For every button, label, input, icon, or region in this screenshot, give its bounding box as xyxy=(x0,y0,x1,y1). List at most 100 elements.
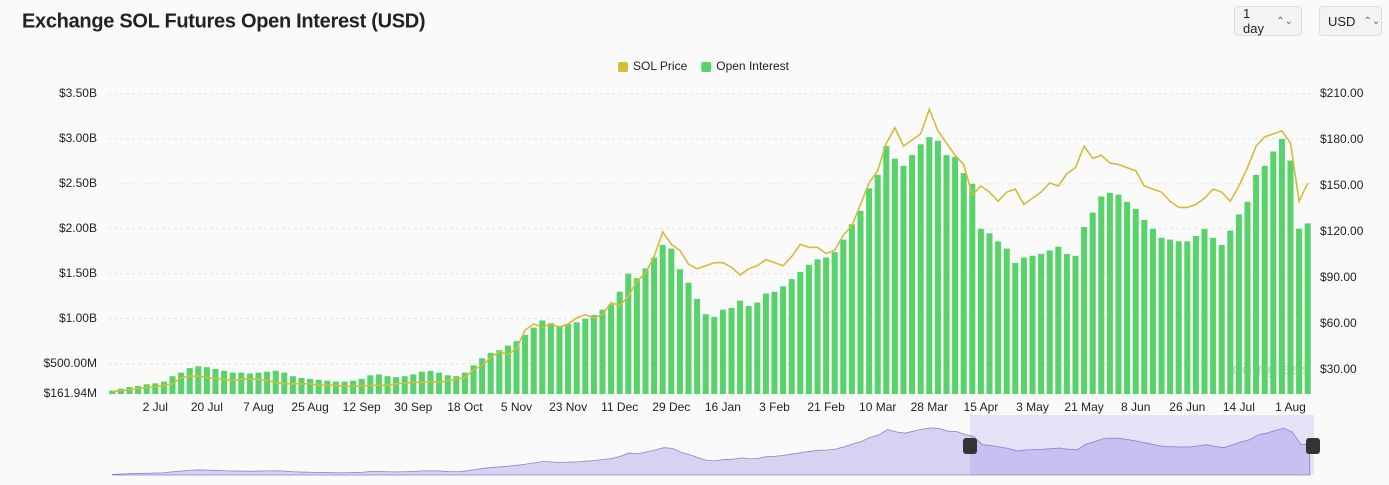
bar xyxy=(1287,160,1294,394)
bar xyxy=(737,300,744,394)
bar xyxy=(1072,255,1079,394)
bar xyxy=(143,384,150,394)
y-tick-label: $2.00B xyxy=(59,221,97,235)
bar xyxy=(831,252,838,394)
y-tick-label: $1.50B xyxy=(59,266,97,280)
bar xyxy=(1149,228,1156,394)
x-tick-label: 2 Jul xyxy=(143,400,168,414)
interval-value: 1 day xyxy=(1243,6,1264,36)
currency-select[interactable]: USD ⌃⌄ xyxy=(1319,6,1382,36)
bar xyxy=(496,350,503,394)
x-tick-label: 1 Aug xyxy=(1275,400,1306,414)
y2-tick-label: $150.00 xyxy=(1320,178,1364,192)
x-tick-label: 16 Jan xyxy=(705,400,741,414)
bar xyxy=(135,386,142,394)
navigator-selection[interactable] xyxy=(970,415,1314,475)
chevron: ⌃⌄ xyxy=(1276,15,1293,27)
chart-title: Exchange SOL Futures Open Interest (USD) xyxy=(22,10,425,32)
x-tick-label: 18 Oct xyxy=(447,400,483,414)
bar xyxy=(160,381,167,394)
bar xyxy=(857,210,864,394)
bar xyxy=(324,380,331,394)
bar xyxy=(977,228,984,394)
bar xyxy=(874,174,881,394)
bar xyxy=(1218,244,1225,394)
bar xyxy=(307,378,314,394)
bar xyxy=(461,372,468,394)
bar xyxy=(762,293,769,394)
y-tick-label: $2.50B xyxy=(59,176,97,190)
bar xyxy=(504,345,511,394)
x-tick-label: 10 Mar xyxy=(859,400,896,414)
x-tick-label: 20 Jul xyxy=(191,400,223,414)
x-tick-label: 14 Jul xyxy=(1223,400,1255,414)
bar xyxy=(547,323,554,394)
legend-swatch xyxy=(618,62,628,72)
bar xyxy=(1106,192,1113,394)
bar xyxy=(341,381,348,394)
bar xyxy=(848,224,855,394)
legend-label: SOL Price xyxy=(633,59,688,73)
y2-tick-label: $90.00 xyxy=(1320,270,1357,284)
navigator xyxy=(111,427,1311,476)
bar xyxy=(1184,241,1191,394)
bar xyxy=(986,233,993,394)
bar xyxy=(556,325,563,394)
bar xyxy=(1115,194,1122,394)
bar xyxy=(1098,196,1105,394)
bar xyxy=(479,358,486,394)
bar xyxy=(264,371,271,394)
y-tick-label: $500.00M xyxy=(44,356,97,370)
x-tick-label: 23 Nov xyxy=(549,400,587,414)
bar xyxy=(1235,214,1242,394)
bar xyxy=(952,156,959,394)
navigator-area xyxy=(111,427,1311,476)
navigator-handle[interactable] xyxy=(963,438,977,454)
bar xyxy=(255,372,262,394)
bar xyxy=(1296,228,1303,394)
y-tick-label: $3.50B xyxy=(59,86,97,100)
y-tick-label: $3.00B xyxy=(59,131,97,145)
price-line xyxy=(112,107,1309,393)
bar xyxy=(1055,246,1062,394)
bar xyxy=(995,241,1002,394)
bar xyxy=(1038,253,1045,394)
bar xyxy=(186,368,193,394)
x-tick-label: 30 Sep xyxy=(394,400,432,414)
bar xyxy=(1141,219,1148,394)
bar xyxy=(410,374,417,394)
bar xyxy=(513,341,520,394)
bar xyxy=(221,370,228,394)
bar xyxy=(917,144,924,394)
x-tick-label: 3 May xyxy=(1016,400,1049,414)
bar xyxy=(960,173,967,394)
interval-select[interactable]: 1 day ⌃⌄ xyxy=(1234,6,1302,36)
navigator-handle[interactable] xyxy=(1306,438,1320,454)
bar xyxy=(169,376,176,394)
bar xyxy=(651,257,658,394)
x-tick-label: 25 Aug xyxy=(291,400,328,414)
currency-value: USD xyxy=(1328,13,1356,29)
bar xyxy=(1046,250,1053,394)
bar xyxy=(1175,241,1182,394)
bar xyxy=(805,264,812,394)
bar xyxy=(633,278,640,394)
x-tick-label: 8 Jun xyxy=(1121,400,1150,414)
bar xyxy=(788,279,795,394)
bar xyxy=(969,183,976,394)
legend-swatch xyxy=(701,62,712,72)
bar xyxy=(694,298,701,394)
bar xyxy=(487,352,494,394)
bar xyxy=(866,188,873,394)
bar xyxy=(642,268,649,394)
bar xyxy=(1012,262,1019,394)
bar xyxy=(573,322,580,394)
bar xyxy=(900,165,907,394)
bar xyxy=(470,365,477,394)
bar xyxy=(289,376,296,394)
y2-tick-label: $60.00 xyxy=(1320,316,1357,330)
bar xyxy=(599,309,606,394)
x-tick-label: 26 Jun xyxy=(1169,400,1205,414)
bar xyxy=(109,390,116,394)
x-tick-label: 3 Feb xyxy=(759,400,790,414)
